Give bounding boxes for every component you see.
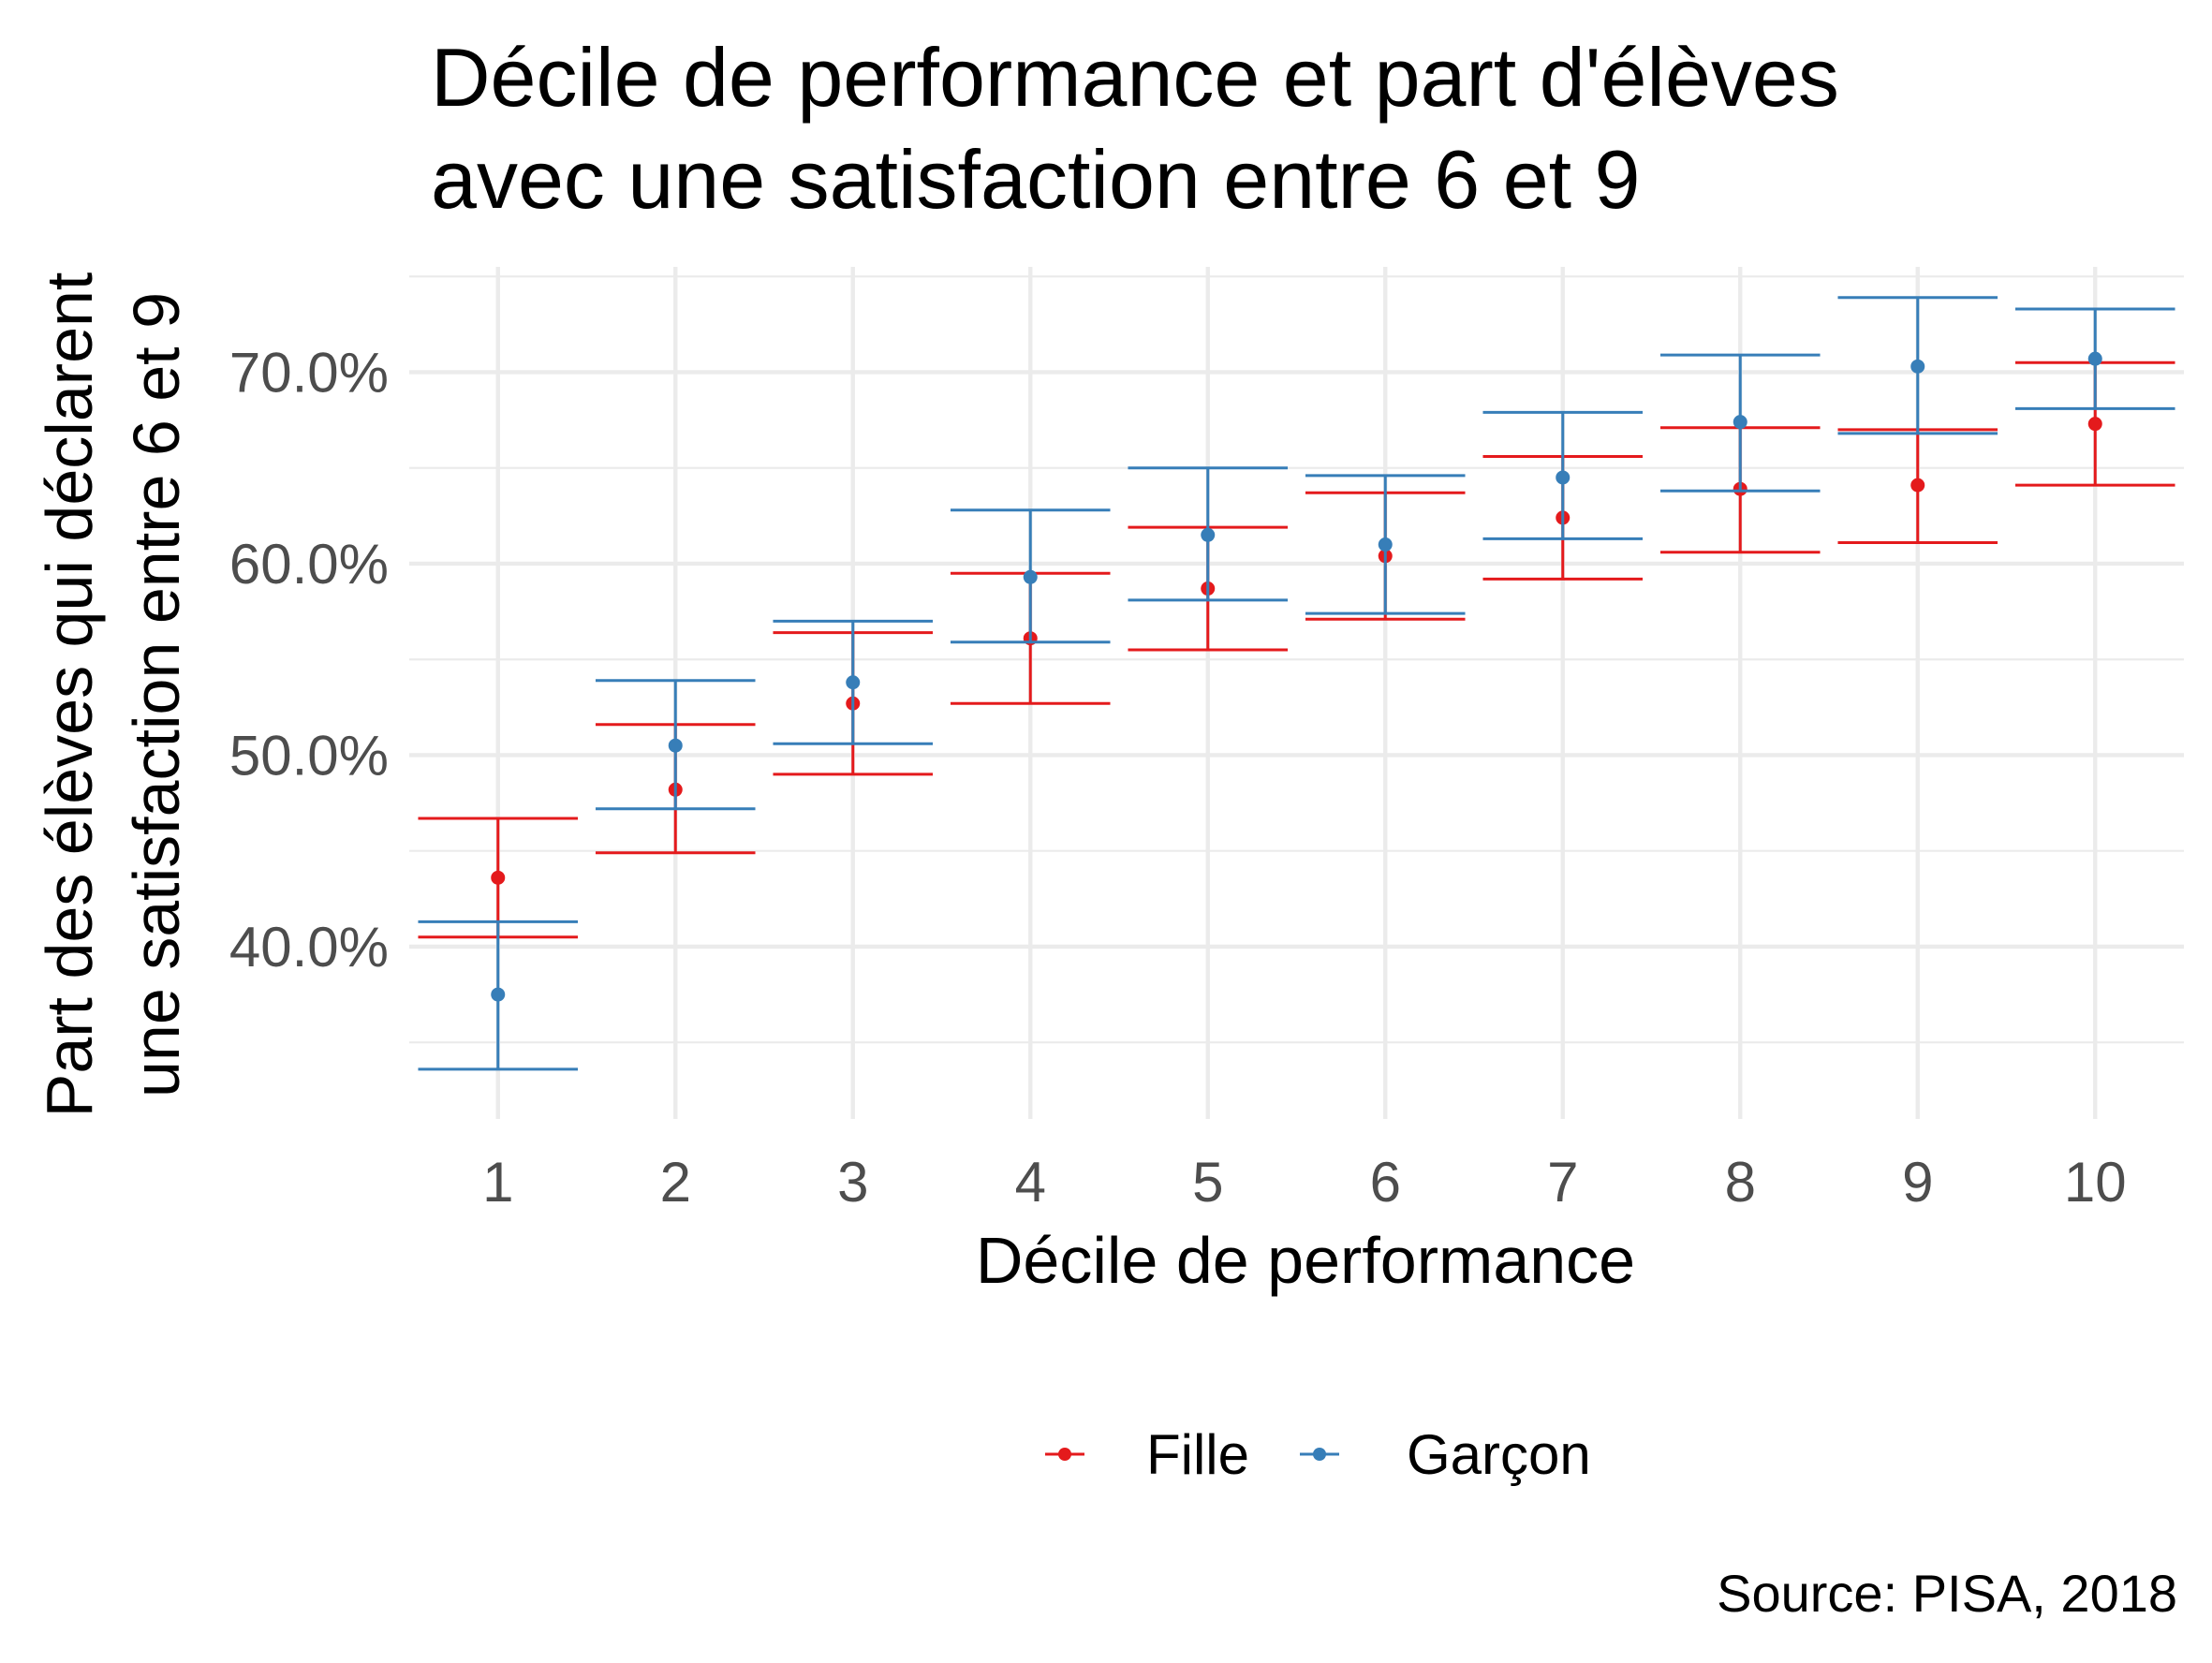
series-garcon [418, 296, 2175, 1071]
chart-title: Décile de performance et part d'élèves a… [431, 31, 1839, 226]
y-axis-title: Part des élèves qui déclarent une satisf… [33, 272, 193, 1118]
x-axis-title: Décile de performance [976, 1224, 1635, 1297]
y-tick-label: 40.0% [229, 916, 389, 979]
x-tick-label: 5 [1192, 1151, 1223, 1214]
x-tick-label: 10 [2064, 1151, 2127, 1214]
data-point [1556, 470, 1571, 485]
chart-title-line-2: avec une satisfaction entre 6 et 9 [431, 133, 1640, 226]
source-caption: Source: PISA, 2018 [1717, 1564, 2177, 1623]
y-axis-title-line-2: une satisfaction entre 6 et 9 [120, 292, 193, 1097]
y-axis-tick-labels: 40.0% 50.0% 60.0% 70.0% [229, 341, 389, 978]
series-layer [418, 296, 2175, 1071]
x-axis-tick-labels: 1 2 3 4 5 6 7 8 9 10 [482, 1151, 2127, 1214]
y-axis-title-line-1: Part des élèves qui déclarent [33, 272, 106, 1118]
data-point [2087, 417, 2102, 432]
data-point [1733, 415, 1747, 430]
y-tick-label: 70.0% [229, 341, 389, 404]
grid-minor [409, 275, 2184, 1044]
data-point [1201, 527, 1216, 542]
x-tick-label: 1 [482, 1151, 513, 1214]
legend-key-point-fille [1058, 1448, 1071, 1461]
data-point [491, 870, 506, 885]
x-tick-label: 2 [660, 1151, 691, 1214]
data-point [491, 987, 506, 1002]
x-tick-label: 6 [1370, 1151, 1401, 1214]
x-tick-label: 7 [1547, 1151, 1578, 1214]
x-tick-label: 8 [1725, 1151, 1756, 1214]
data-point [1378, 537, 1393, 552]
series-fille [418, 361, 2175, 939]
x-tick-label: 4 [1015, 1151, 1046, 1214]
legend-label-fille: Fille [1146, 1423, 1249, 1486]
legend: Fille Garçon [1045, 1423, 1591, 1486]
data-point [668, 738, 683, 753]
data-point [846, 675, 861, 690]
legend-label-garcon: Garçon [1407, 1423, 1591, 1486]
data-point [1910, 359, 1925, 374]
y-tick-label: 60.0% [229, 533, 389, 596]
data-point [1023, 569, 1038, 584]
data-point [1910, 478, 1925, 493]
x-tick-label: 9 [1902, 1151, 1933, 1214]
legend-key-point-garcon [1313, 1448, 1326, 1461]
legend-item-garcon: Garçon [1300, 1423, 1591, 1486]
y-tick-label: 50.0% [229, 724, 389, 787]
legend-item-fille: Fille [1045, 1423, 1249, 1486]
x-tick-label: 3 [837, 1151, 868, 1214]
data-point [2087, 351, 2102, 366]
chart-title-line-1: Décile de performance et part d'élèves [431, 31, 1839, 124]
